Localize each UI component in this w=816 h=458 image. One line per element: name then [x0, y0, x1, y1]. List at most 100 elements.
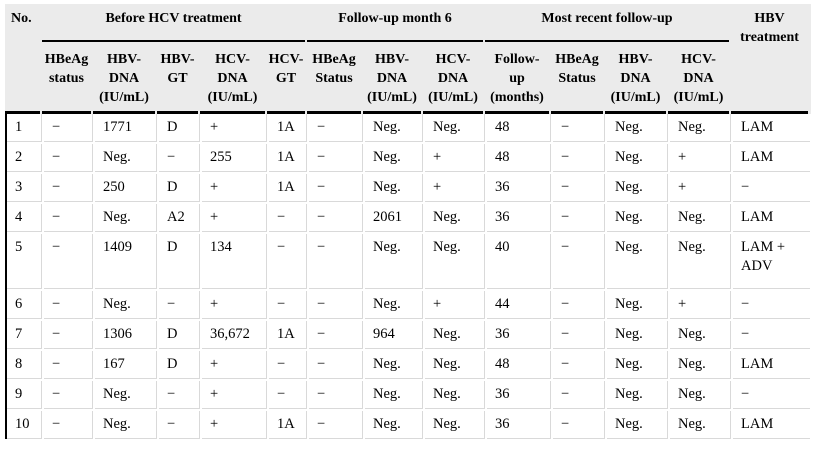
cell-m6-hcv-dna: +	[425, 144, 485, 172]
cell-no: 8	[7, 351, 42, 379]
col-header-recent-hcv-dna: HCV- DNA (IU/mL)	[668, 44, 729, 114]
col-header-m6-hbeag-status: HBeAg Status	[307, 44, 361, 114]
cell-recent-hbv-dna: Neg.	[607, 144, 668, 172]
cell-pre-hcv-dna: +	[202, 291, 267, 319]
table-row: 10− Neg. − +1A − Neg. Neg. 36− Neg. Neg. LAM	[7, 411, 811, 439]
cell-hbv-treatment: −	[733, 321, 810, 349]
cell-pre-hbv-dna: Neg.	[95, 144, 157, 172]
cell-m6-hcv-dna: Neg.	[425, 204, 485, 232]
cell-recent-followup-months: 36	[487, 381, 551, 409]
cell-pre-hbeag-status: −	[44, 234, 93, 289]
cell-recent-hbv-dna: Neg.	[607, 204, 668, 232]
cell-m6-hbeag-status: −	[309, 351, 363, 379]
cell-pre-hbv-gt: −	[159, 291, 200, 319]
cell-recent-hbeag-status: −	[553, 411, 605, 439]
table-row: 9− Neg. − + − − Neg. Neg. 36− Neg. Neg. −	[7, 381, 811, 409]
cell-pre-hbeag-status: −	[44, 174, 93, 202]
cell-pre-hbv-dna: Neg.	[95, 381, 157, 409]
cell-pre-hbv-dna: Neg.	[95, 291, 157, 319]
cell-recent-hcv-dna: Neg.	[670, 321, 731, 349]
cell-recent-hcv-dna: Neg.	[670, 114, 731, 142]
cell-m6-hbv-dna: Neg.	[365, 411, 423, 439]
cell-pre-hcv-dna: +	[202, 174, 267, 202]
cell-recent-hbeag-status: −	[553, 351, 605, 379]
cell-hbv-treatment: LAM	[733, 411, 810, 439]
cell-hbv-treatment: LAM + ADV	[733, 234, 810, 289]
cell-m6-hbeag-status: −	[309, 204, 363, 232]
cell-pre-hbeag-status: −	[44, 351, 93, 379]
cell-recent-hcv-dna: Neg.	[670, 381, 731, 409]
cell-recent-hbv-dna: Neg.	[607, 411, 668, 439]
cell-recent-hbv-dna: Neg.	[607, 291, 668, 319]
cell-recent-hbv-dna: Neg.	[607, 114, 668, 142]
cell-recent-followup-months: 36	[487, 411, 551, 439]
cell-pre-hcv-dna: 134	[202, 234, 267, 289]
cell-m6-hbeag-status: −	[309, 114, 363, 142]
cell-m6-hbv-dna: Neg.	[365, 351, 423, 379]
cell-recent-followup-months: 48	[487, 114, 551, 142]
col-header-no: No.	[5, 4, 40, 114]
cell-pre-hcv-gt: −	[269, 351, 307, 379]
col-header-m6-hcv-dna: HCV- DNA (IU/mL)	[423, 44, 483, 114]
col-header-pre-hbeag-status: HBeAg status	[42, 44, 91, 114]
cell-pre-hbv-dna: 167	[95, 351, 157, 379]
cell-pre-hbv-dna: 250	[95, 174, 157, 202]
cell-pre-hbv-gt: D	[159, 114, 200, 142]
cell-m6-hbv-dna: Neg.	[365, 234, 423, 289]
cell-recent-hbeag-status: −	[553, 234, 605, 289]
cell-m6-hcv-dna: Neg.	[425, 234, 485, 289]
cell-no: 4	[7, 204, 42, 232]
cell-recent-hbeag-status: −	[553, 174, 605, 202]
col-header-hbv-treatment: HBV treatment	[731, 4, 808, 114]
cell-hbv-treatment: LAM	[733, 114, 810, 142]
table-row: 6− Neg. − + − − Neg. +44− Neg. + −	[7, 291, 811, 319]
cell-hbv-treatment: LAM	[733, 144, 810, 172]
cell-recent-hcv-dna: Neg.	[670, 411, 731, 439]
cell-recent-hcv-dna: Neg.	[670, 351, 731, 379]
cell-pre-hbv-dna: 1771	[95, 114, 157, 142]
cell-pre-hcv-dna: +	[202, 411, 267, 439]
table-row: 5−1409 D 134− − Neg. Neg. 40− Neg. Neg. LAM + ADV	[7, 234, 811, 289]
cell-recent-followup-months: 36	[487, 174, 551, 202]
cell-m6-hbv-dna: Neg.	[365, 114, 423, 142]
cell-m6-hcv-dna: Neg.	[425, 351, 485, 379]
cell-recent-followup-months: 40	[487, 234, 551, 289]
cell-m6-hcv-dna: Neg.	[425, 411, 485, 439]
cell-recent-hbeag-status: −	[553, 321, 605, 349]
cell-pre-hcv-gt: 1A	[269, 114, 307, 142]
cell-hbv-treatment: LAM	[733, 351, 810, 379]
cell-hbv-treatment: −	[733, 291, 810, 319]
cell-m6-hbeag-status: −	[309, 321, 363, 349]
cell-pre-hcv-dna: +	[202, 351, 267, 379]
cell-pre-hbv-gt: −	[159, 381, 200, 409]
cell-no: 3	[7, 174, 42, 202]
cell-m6-hbeag-status: −	[309, 381, 363, 409]
cell-pre-hbeag-status: −	[44, 204, 93, 232]
cell-no: 10	[7, 411, 42, 439]
cell-pre-hcv-gt: −	[269, 291, 307, 319]
cell-no: 1	[7, 114, 42, 142]
cell-recent-hcv-dna: Neg.	[670, 204, 731, 232]
cell-recent-hbv-dna: Neg.	[607, 321, 668, 349]
cell-pre-hbv-gt: D	[159, 351, 200, 379]
group-header-most-recent-followup: Most recent follow-up	[485, 4, 729, 42]
cell-pre-hcv-gt: −	[269, 234, 307, 289]
hcv-hbv-followup-table: No. Before HCV treatment Follow-up month…	[5, 4, 811, 439]
cell-recent-followup-months: 36	[487, 204, 551, 232]
cell-recent-hbv-dna: Neg.	[607, 381, 668, 409]
cell-m6-hbv-dna: 964	[365, 321, 423, 349]
cell-recent-hbeag-status: −	[553, 114, 605, 142]
cell-m6-hcv-dna: +	[425, 174, 485, 202]
cell-recent-hcv-dna: Neg.	[670, 234, 731, 289]
col-header-recent-followup-months: Follow- up (months)	[485, 44, 549, 114]
cell-recent-hbeag-status: −	[553, 204, 605, 232]
col-header-m6-hbv-dna: HBV- DNA (IU/mL)	[363, 44, 421, 114]
cell-pre-hcv-dna: 36,672	[202, 321, 267, 349]
table-body: 1−1771 D +1A − Neg. Neg. 48− Neg. Neg. LAM 2− Neg. −…	[5, 114, 811, 439]
col-header-pre-hbv-gt: HBV- GT	[157, 44, 198, 114]
col-header-pre-hbv-dna: HBV- DNA (IU/mL)	[93, 44, 155, 114]
cell-pre-hbv-dna: Neg.	[95, 411, 157, 439]
group-header-before-hcv-treatment: Before HCV treatment	[42, 4, 305, 42]
cell-m6-hcv-dna: Neg.	[425, 321, 485, 349]
cell-recent-hbeag-status: −	[553, 381, 605, 409]
